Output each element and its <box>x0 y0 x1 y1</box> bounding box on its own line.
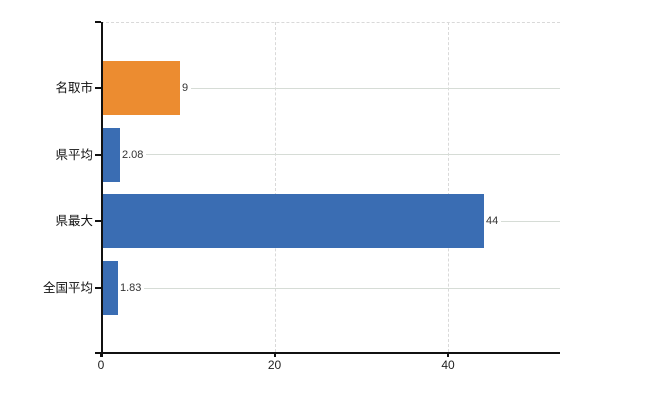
x-axis-tick-20 <box>273 352 276 357</box>
value-leader-line <box>501 220 560 222</box>
category-label: 全国平均 <box>42 281 93 296</box>
bar-1 <box>102 61 180 115</box>
y-axis-top-tick <box>95 21 101 23</box>
bar-2 <box>102 127 120 182</box>
value-leader-line <box>146 154 560 156</box>
category-label: 名取市 <box>55 81 93 95</box>
y-axis-category-tick <box>95 220 101 223</box>
value-row: 1.83 <box>120 280 560 296</box>
category-label: 県平均 <box>55 147 93 162</box>
value-label: 44 <box>486 215 499 228</box>
value-row: 2.08 <box>122 147 560 163</box>
y-axis-category-tick <box>95 287 101 290</box>
value-leader-line <box>144 287 560 289</box>
value-label: 2.08 <box>122 148 144 161</box>
x-axis-line <box>95 352 560 354</box>
value-label: 9 <box>182 82 189 94</box>
value-row: 9 <box>182 80 560 96</box>
plot-top-gridline <box>101 22 560 23</box>
x-tick-label: 0 <box>97 358 105 372</box>
x-tick-label: 20 <box>267 358 282 372</box>
x-gridline-20 <box>274 22 276 352</box>
x-tick-label: 40 <box>441 358 455 372</box>
y-axis-category-tick <box>95 87 101 89</box>
x-axis-tick-40 <box>447 352 449 357</box>
x-gridline-40 <box>448 22 449 352</box>
bar-3 <box>102 194 484 249</box>
y-axis-line <box>101 22 103 357</box>
y-axis-category-tick <box>95 153 101 156</box>
category-label: 県最大 <box>55 214 93 229</box>
value-leader-line <box>191 87 560 89</box>
bar-4 <box>102 261 118 316</box>
value-label: 1.83 <box>120 282 142 295</box>
value-row: 44 <box>486 213 560 229</box>
